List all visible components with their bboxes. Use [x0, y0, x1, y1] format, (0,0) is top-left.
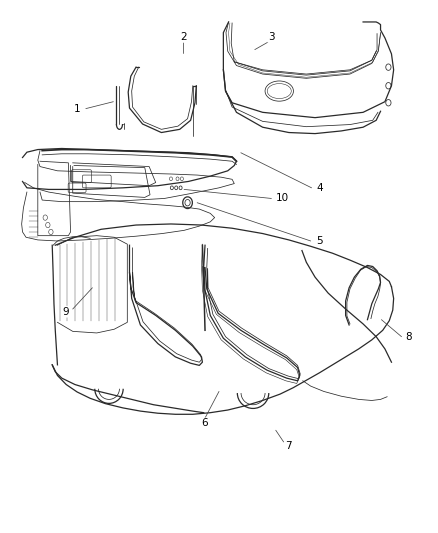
Text: 5: 5 — [316, 236, 323, 246]
Text: 4: 4 — [316, 183, 323, 193]
Text: 7: 7 — [286, 441, 292, 451]
Text: 1: 1 — [74, 103, 81, 114]
Text: 2: 2 — [180, 32, 187, 42]
Text: 6: 6 — [202, 418, 208, 429]
Text: 3: 3 — [268, 32, 275, 42]
Text: 10: 10 — [276, 193, 289, 204]
Text: 9: 9 — [62, 306, 69, 317]
Text: 8: 8 — [406, 332, 412, 342]
